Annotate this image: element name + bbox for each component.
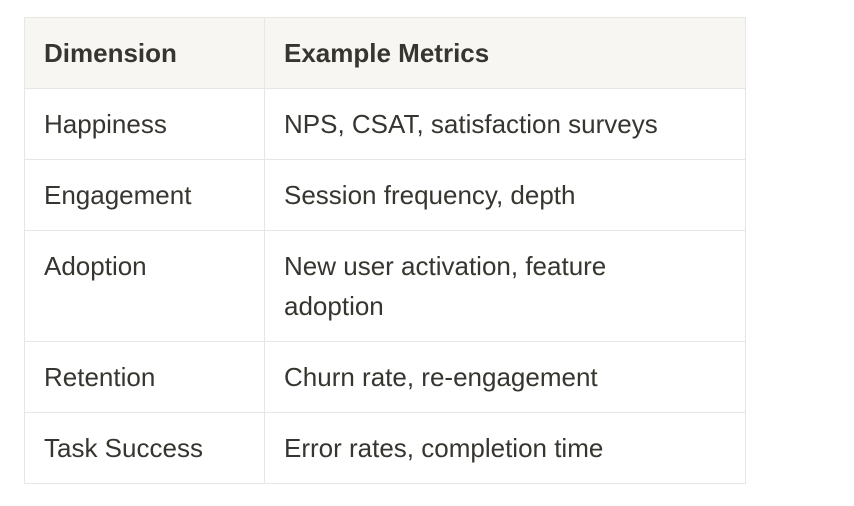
metrics-cell: Churn rate, re-engagement — [264, 341, 746, 413]
table-row: Retention Churn rate, re-engagement — [24, 341, 746, 413]
metrics-cell: NPS, CSAT, satisfaction surveys — [264, 88, 746, 160]
table-row: Task Success Error rates, completion tim… — [24, 412, 746, 484]
table-row: Adoption New user activation, feature ad… — [24, 230, 746, 342]
table-header: Dimension Example Metrics — [24, 17, 746, 89]
metrics-cell: Session frequency, depth — [264, 159, 746, 231]
header-dimension: Dimension — [24, 17, 265, 89]
dimension-cell: Retention — [24, 341, 265, 413]
metrics-table: Dimension Example Metrics Happiness NPS,… — [24, 17, 746, 484]
table-row: Happiness NPS, CSAT, satisfaction survey… — [24, 88, 746, 160]
header-row: Dimension Example Metrics — [24, 17, 746, 89]
dimension-cell: Happiness — [24, 88, 265, 160]
metrics-table-container: Dimension Example Metrics Happiness NPS,… — [24, 17, 746, 484]
metrics-cell: Error rates, completion time — [264, 412, 746, 484]
metrics-cell: New user activation, feature adoption — [264, 230, 746, 342]
dimension-cell: Engagement — [24, 159, 265, 231]
table-body: Happiness NPS, CSAT, satisfaction survey… — [24, 88, 746, 484]
table-row: Engagement Session frequency, depth — [24, 159, 746, 231]
header-example-metrics: Example Metrics — [264, 17, 746, 89]
dimension-cell: Task Success — [24, 412, 265, 484]
dimension-cell: Adoption — [24, 230, 265, 342]
